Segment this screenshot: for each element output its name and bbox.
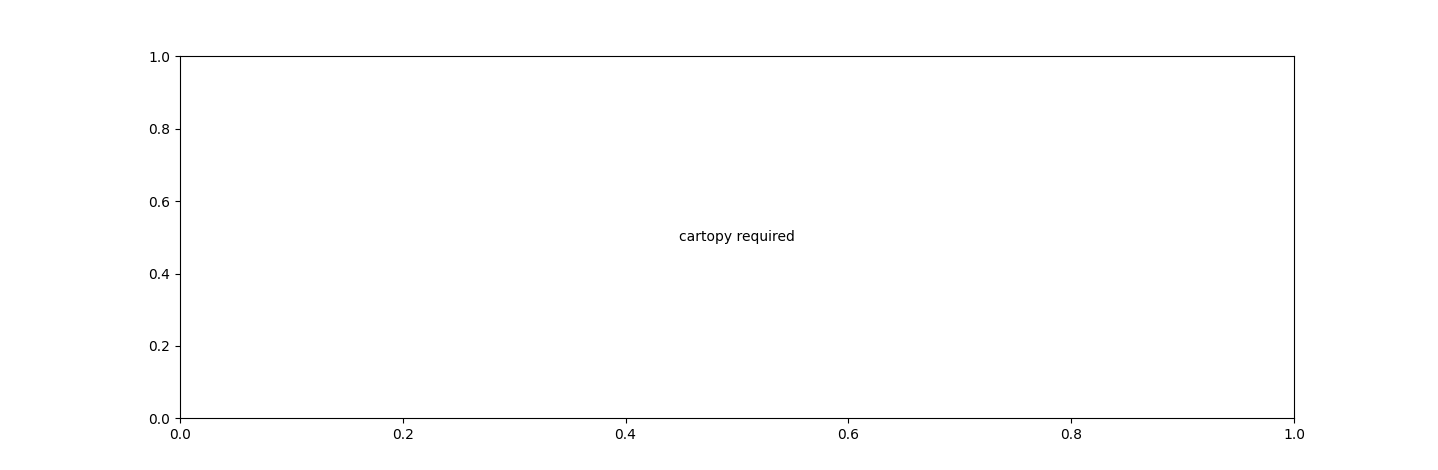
Text: cartopy required: cartopy required (679, 230, 795, 244)
